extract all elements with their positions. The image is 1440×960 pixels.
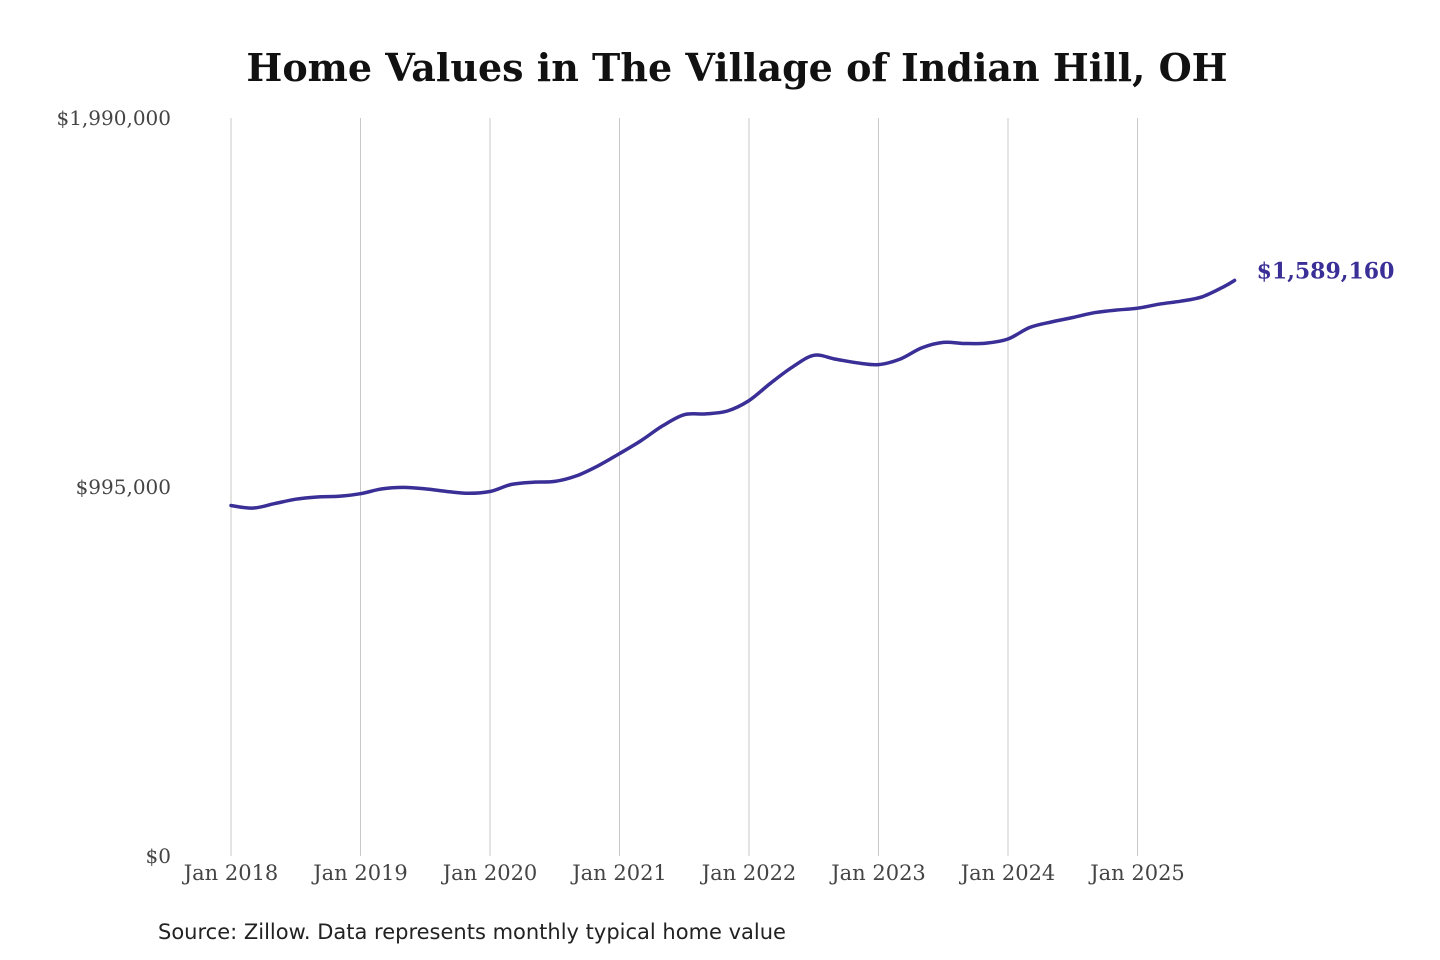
y-axis-ticks: $0 $995,000 $1,990,000 (56, 106, 171, 868)
series-layer (229, 278, 1237, 510)
y-tick-label-2: $1,990,000 (56, 106, 171, 130)
y-tick-label-1: $995,000 (76, 475, 171, 499)
x-tick-label-6: Jan 2024 (959, 861, 1056, 885)
series-line (229, 278, 1237, 510)
x-tick-label-4: Jan 2022 (700, 861, 797, 885)
x-axis-ticks: Jan 2018 Jan 2019 Jan 2020 Jan 2021 Jan 2022… (182, 861, 1185, 885)
x-tick-label-1: Jan 2019 (311, 861, 408, 885)
gridlines (230, 118, 1138, 856)
y-tick-label-0: $0 (146, 844, 171, 868)
x-tick-label-5: Jan 2023 (829, 861, 926, 885)
x-tick-label-0: Jan 2018 (182, 861, 279, 885)
source-note: Source: Zillow. Data represents monthly … (158, 920, 786, 944)
x-tick-label-2: Jan 2020 (441, 861, 538, 885)
x-tick-label-7: Jan 2025 (1088, 861, 1185, 885)
x-tick-label-3: Jan 2021 (570, 861, 667, 885)
chart-title: Home Values in The Village of Indian Hil… (246, 45, 1227, 90)
end-value-label: $1,589,160 (1257, 258, 1395, 284)
